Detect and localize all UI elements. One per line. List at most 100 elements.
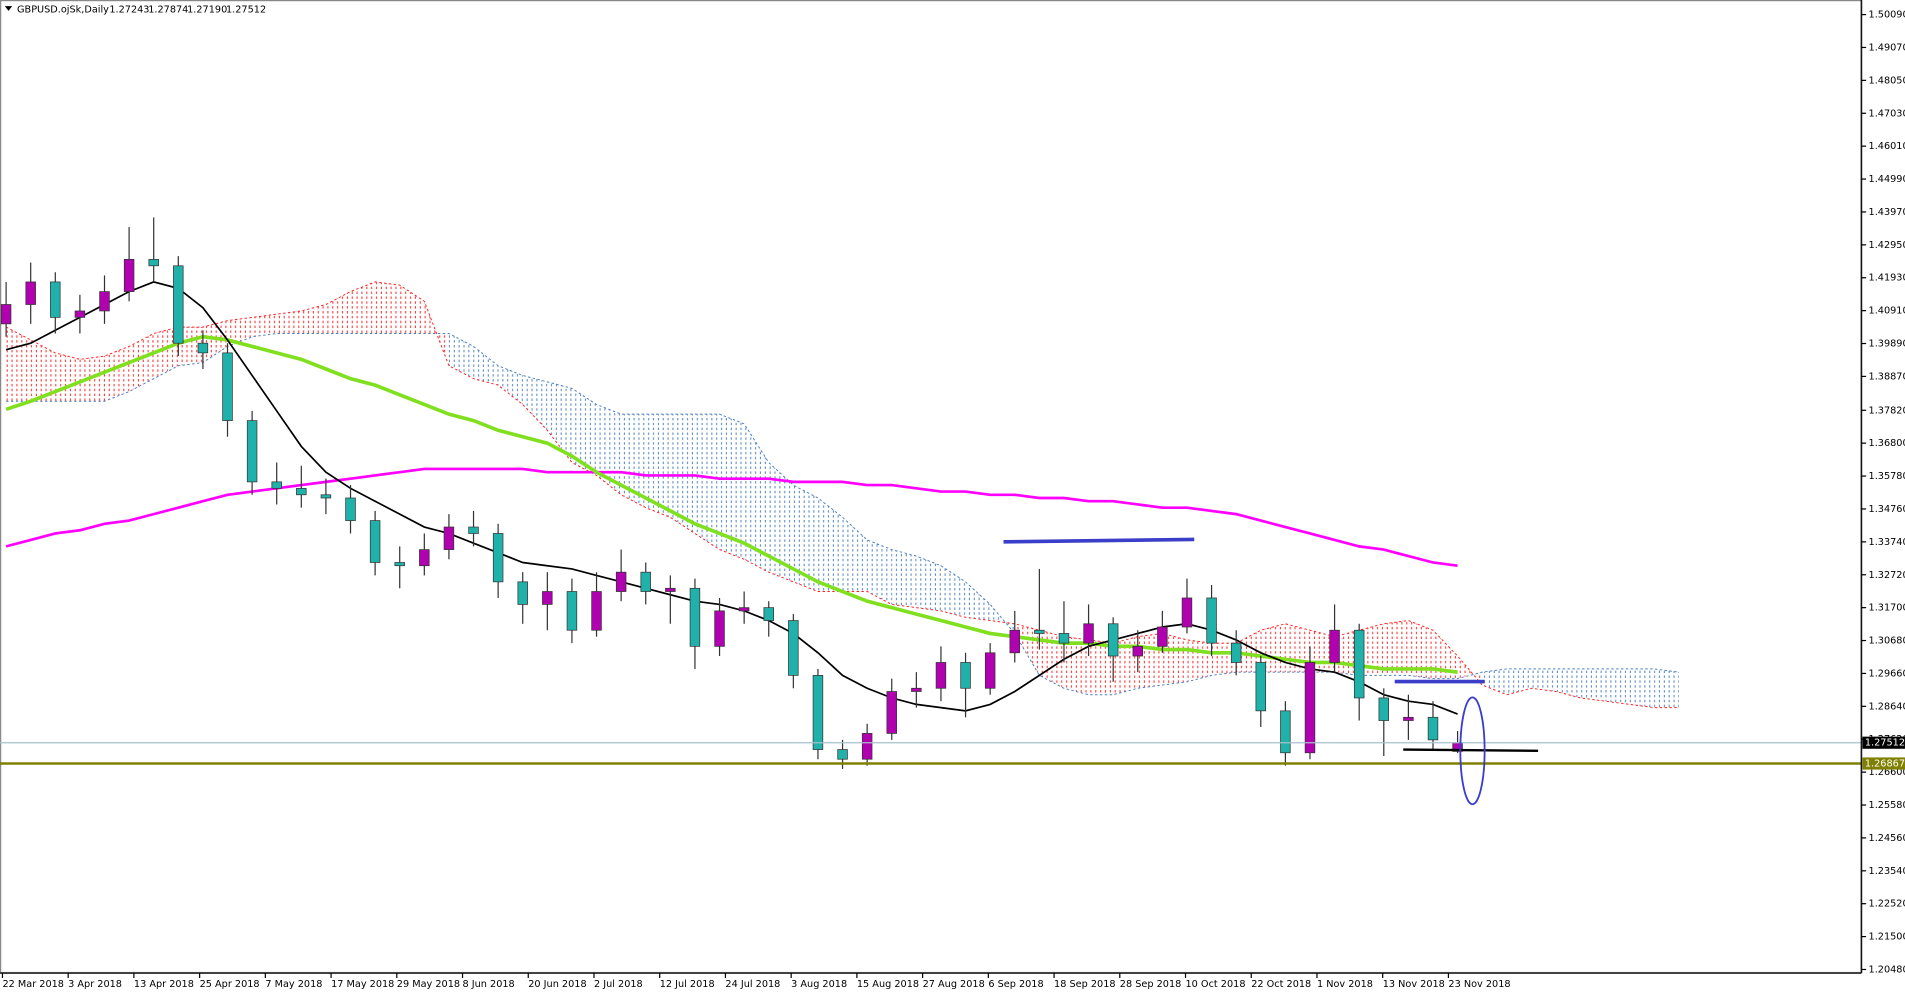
candle-body xyxy=(984,652,996,689)
candle-body xyxy=(369,520,381,563)
y-tick-label: 1.41930 xyxy=(1869,273,1905,284)
cloud-fill xyxy=(1580,668,1606,702)
drawings xyxy=(1003,537,1539,806)
cloud-fill xyxy=(301,304,326,334)
candle-body xyxy=(1157,626,1168,647)
header-price: 1.27512 xyxy=(226,5,266,16)
y-tick-label: 1.30680 xyxy=(1869,636,1905,647)
cloud-fill xyxy=(1457,656,1483,686)
candle-body xyxy=(468,526,479,534)
cloud-fill xyxy=(891,549,917,608)
cloud-fill xyxy=(399,285,425,334)
candle-body xyxy=(861,733,873,760)
y-tick-label: 1.25580 xyxy=(1869,800,1905,811)
candle-body xyxy=(1181,597,1193,628)
cloud-fill xyxy=(55,352,80,402)
cloud-fill xyxy=(965,581,991,621)
candle-body xyxy=(1132,645,1143,657)
candle-body xyxy=(566,591,578,631)
y-tick-label: 1.21500 xyxy=(1869,932,1905,943)
x-tick-label: 7 May 2018 xyxy=(265,979,322,990)
y-tick-label: 1.43970 xyxy=(1869,207,1905,218)
y-tick-label: 1.20480 xyxy=(1869,964,1905,975)
cloud-fill xyxy=(325,291,351,334)
x-tick-label: 15 Aug 2018 xyxy=(857,979,919,990)
candle-body xyxy=(1034,629,1045,634)
cloud-fill xyxy=(768,462,794,582)
x-tick-label: 13 Nov 2018 xyxy=(1383,979,1445,990)
cloud-fill xyxy=(1236,630,1261,673)
candle-body xyxy=(935,662,947,689)
cloud-fill xyxy=(1629,668,1655,708)
cloud-fill xyxy=(744,423,769,573)
candle-body xyxy=(640,571,651,592)
y-tick-label: 1.46010 xyxy=(1869,141,1905,152)
menu-triangle[interactable] xyxy=(4,6,13,11)
candle-body xyxy=(1403,716,1414,721)
candle-body xyxy=(837,749,848,760)
y-tick-label: 1.33740 xyxy=(1869,537,1905,548)
y-tick-label: 1.39890 xyxy=(1869,339,1905,350)
candle-body xyxy=(812,675,824,750)
candle-body xyxy=(394,562,405,567)
header-price: 1.27874 xyxy=(148,5,188,16)
cloud-fill xyxy=(842,517,868,592)
y-tick-label: 1.40910 xyxy=(1869,306,1905,317)
cloud-fill xyxy=(1063,636,1089,695)
y-tick-label: 1.35780 xyxy=(1869,471,1905,482)
candle-body xyxy=(320,494,332,499)
y-tick-label: 1.50090 xyxy=(1869,10,1905,21)
candle-body xyxy=(1255,662,1267,712)
candle-body xyxy=(738,607,750,612)
candles-layer xyxy=(0,217,1463,769)
x-tick-label: 20 Jun 2018 xyxy=(528,979,586,990)
x-tick-label: 27 Aug 2018 xyxy=(923,979,985,990)
cloud-fill xyxy=(448,333,474,379)
x-tick-label: 22 Mar 2018 xyxy=(2,979,64,990)
candle-body xyxy=(443,526,455,550)
candle-body xyxy=(123,258,135,292)
cloud-fill xyxy=(104,346,130,402)
candle-body xyxy=(492,533,504,583)
moving-average xyxy=(5,334,1458,674)
cloud-fill xyxy=(621,414,646,508)
x-tick-label: 18 Sep 2018 xyxy=(1054,979,1116,990)
x-tick-label: 3 Aug 2018 xyxy=(791,979,847,990)
candle-body xyxy=(50,281,61,318)
cloud-fill xyxy=(694,414,720,550)
moving-average xyxy=(5,467,1458,568)
cloud-fill xyxy=(1605,668,1630,705)
y-tick-label: 1.44990 xyxy=(1869,174,1905,185)
header-price: 1.27190 xyxy=(187,5,227,16)
candle-body xyxy=(1280,710,1291,754)
candle-body xyxy=(517,581,528,605)
ellipse-marker xyxy=(1459,696,1486,806)
cloud-fill xyxy=(940,565,966,618)
y-tick-label: 1.23540 xyxy=(1869,866,1905,877)
cloud-fill xyxy=(867,539,892,605)
cloud-fill xyxy=(6,327,31,402)
x-tick-label: 17 May 2018 xyxy=(331,979,394,990)
candle-body xyxy=(763,607,774,621)
candle-body xyxy=(1329,629,1340,663)
price-layer xyxy=(0,742,1862,765)
y-tick-label: 1.28640 xyxy=(1869,701,1905,712)
candle-body xyxy=(886,691,897,734)
y-tick-label: 1.34760 xyxy=(1869,504,1905,515)
cloud-fill xyxy=(1506,668,1532,695)
candle-body xyxy=(689,587,701,647)
cloud-fill xyxy=(1482,668,1507,695)
candle-body xyxy=(148,258,159,267)
y-tick-label: 1.24560 xyxy=(1869,833,1905,844)
x-tick-label: 22 Oct 2018 xyxy=(1251,979,1311,990)
candle-body xyxy=(665,587,676,592)
candle-body xyxy=(296,487,307,496)
cloud-fill xyxy=(1039,630,1064,689)
cloud-fill xyxy=(473,346,499,386)
candle-body xyxy=(911,687,922,692)
y-tick-label: 1.36800 xyxy=(1869,438,1905,449)
header-price: 1.27243 xyxy=(109,5,149,16)
